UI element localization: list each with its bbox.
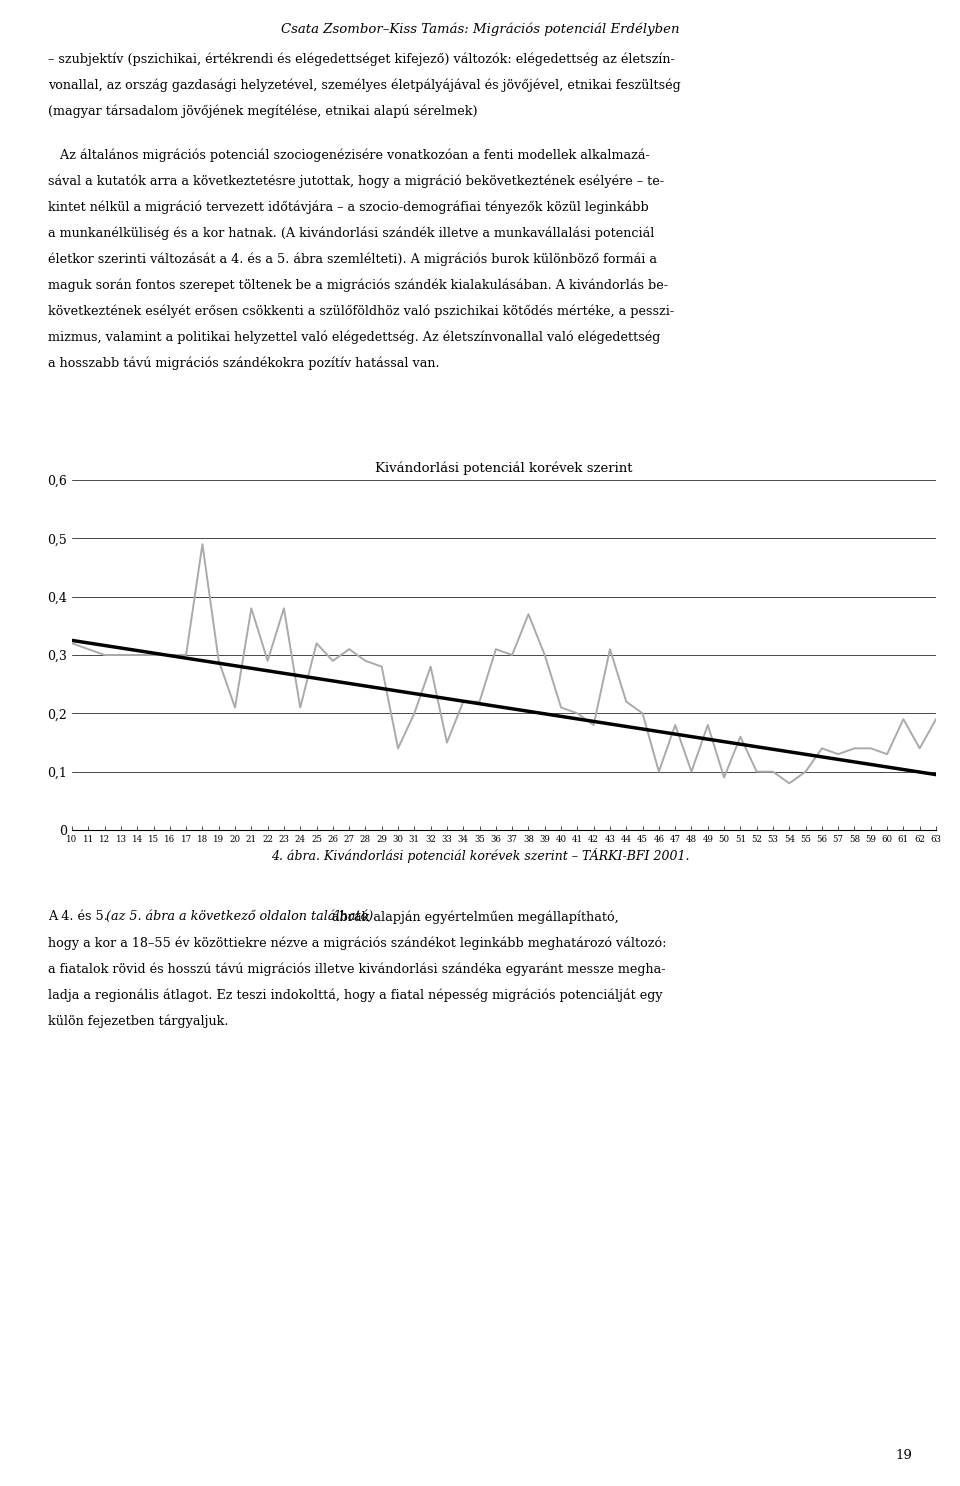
Text: a munkanélküliség és a kor hatnak. (A kivándorlási szándék illetve a munkavállal: a munkanélküliség és a kor hatnak. (A ki… — [48, 226, 655, 239]
Text: mizmus, valamint a politikai helyzettel való elégedettség. Az életszínvonallal v: mizmus, valamint a politikai helyzettel … — [48, 330, 660, 343]
Text: ladja a regionális átlagot. Ez teszi indokolttá, hogy a fiatal népesség migráció: ladja a regionális átlagot. Ez teszi ind… — [48, 988, 662, 1002]
Text: 4. ábra. Kivándorlási potenciál korévek szerint – TÁRKI-BFI 2001.: 4. ábra. Kivándorlási potenciál korévek … — [271, 849, 689, 863]
Text: ábrák alapján egyértelműen megállapítható,: ábrák alapján egyértelműen megállapíthat… — [327, 909, 618, 923]
Text: 19: 19 — [895, 1449, 912, 1462]
Text: vonallal, az ország gazdasági helyzetével, személyes életpályájával és jövőjével: vonallal, az ország gazdasági helyzetéve… — [48, 77, 681, 92]
Text: hogy a kor a 18–55 év közöttiekre nézve a migrációs szándékot leginkább meghatár: hogy a kor a 18–55 év közöttiekre nézve … — [48, 936, 666, 950]
Text: A 4. és 5.: A 4. és 5. — [48, 909, 112, 923]
Text: Csata Zsombor–Kiss Tamás: Migrációs potenciál Erdélyben: Csata Zsombor–Kiss Tamás: Migrációs pote… — [280, 22, 680, 36]
Text: következtének esélyét erősen csökkenti a szülőföldhöz való pszichikai kötődés mé: következtének esélyét erősen csökkenti a… — [48, 305, 674, 318]
Text: Az általános migrációs potenciál szociogenézisére vonatkozóan a fenti modellek a: Az általános migrációs potenciál szociog… — [48, 149, 650, 162]
Text: sával a kutatók arra a következtetésre jutottak, hogy a migráció bekövetkeztének: sával a kutatók arra a következtetésre j… — [48, 174, 664, 187]
Text: külön fejezetben tárgyaljuk.: külön fejezetben tárgyaljuk. — [48, 1013, 228, 1027]
Text: (magyar társadalom jövőjének megítélése, etnikai alapú sérelmek): (magyar társadalom jövőjének megítélése,… — [48, 104, 478, 117]
Text: (az 5. ábra a következő oldalon található): (az 5. ábra a következő oldalon találhat… — [106, 909, 373, 923]
Text: kintet nélkül a migráció tervezett időtávjára – a szocio-demográfiai tényezők kö: kintet nélkül a migráció tervezett időtá… — [48, 201, 649, 214]
Text: életkor szerinti változását a 4. és a 5. ábra szemlélteti). A migrációs burok kü: életkor szerinti változását a 4. és a 5.… — [48, 253, 657, 266]
Text: a fiatalok rövid és hosszú távú migrációs illetve kivándorlási szándéka egyaránt: a fiatalok rövid és hosszú távú migráció… — [48, 961, 665, 975]
Title: Kivándorlási potenciál korévek szerint: Kivándorlási potenciál korévek szerint — [375, 461, 633, 474]
Text: maguk során fontos szerepet töltenek be a migrációs szándék kialakulásában. A ki: maguk során fontos szerepet töltenek be … — [48, 278, 668, 291]
Text: a hosszabb távú migrációs szándékokra pozítív hatással van.: a hosszabb távú migrációs szándékokra po… — [48, 357, 440, 370]
Text: – szubjektív (pszichikai, értékrendi és elégedettséget kifejező) változók: elége: – szubjektív (pszichikai, értékrendi és … — [48, 52, 675, 65]
